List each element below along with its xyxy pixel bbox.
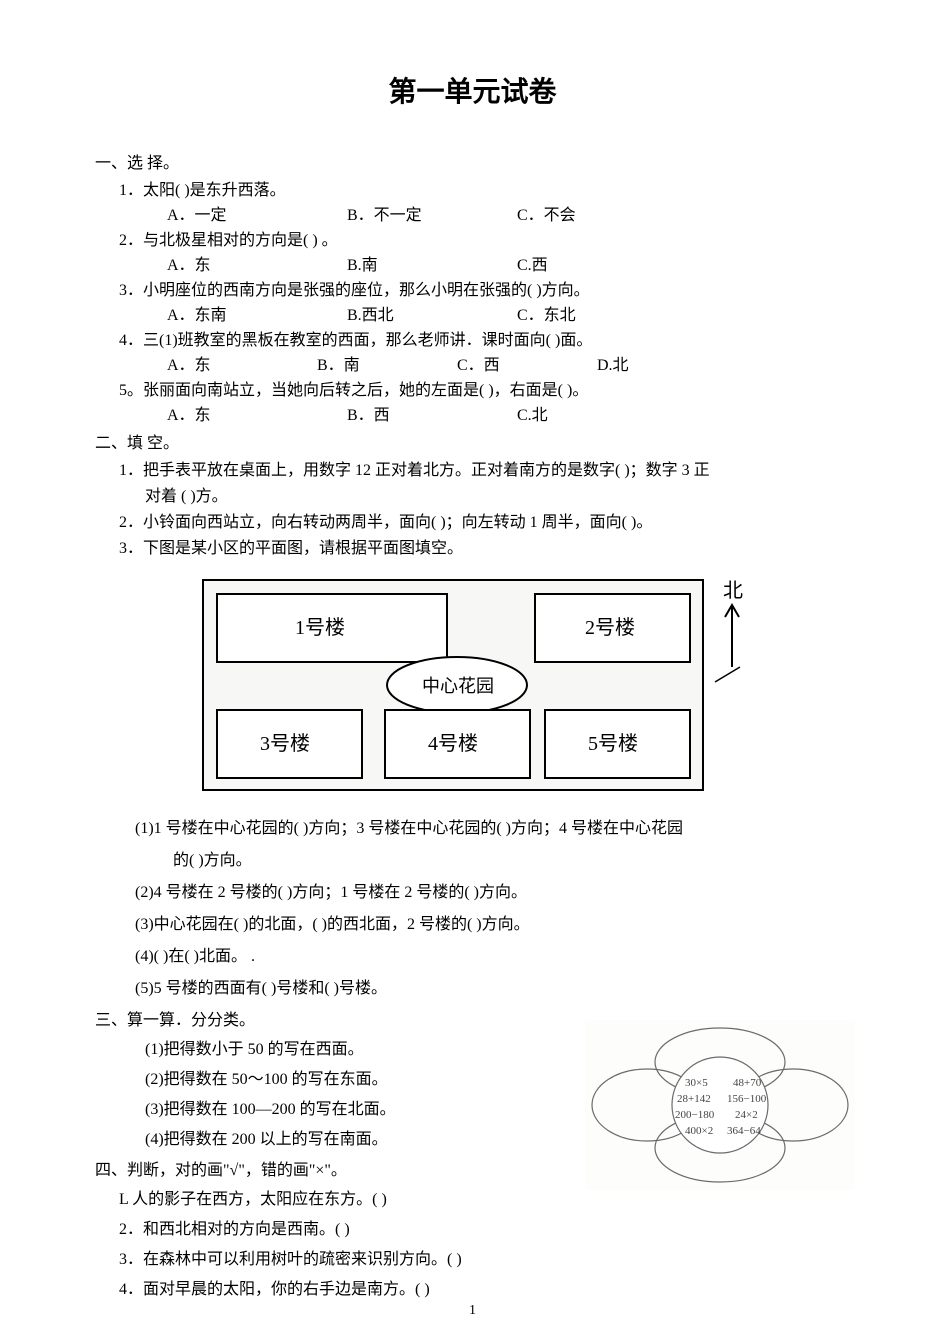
s2-q2: 2．小铃面向西站立，向右转动两周半，面向( )；向左转动 1 周半，面向( )。 bbox=[95, 510, 850, 536]
svg-text:24×2: 24×2 bbox=[735, 1109, 758, 1121]
q2-opt-b: B.南 bbox=[347, 253, 517, 278]
q5-opt-b: B．西 bbox=[347, 403, 517, 428]
svg-text:北: 北 bbox=[723, 579, 743, 602]
svg-text:5号楼: 5号楼 bbox=[588, 732, 638, 755]
s2-sub2: (2)4 号楼在 2 号楼的( )方向；1 号楼在 2 号楼的( )方向。 bbox=[95, 877, 850, 909]
q4-opt-a: A．东 bbox=[167, 353, 317, 378]
s4-q4: 4．面对早晨的太阳，你的右手边是南方。( ) bbox=[95, 1275, 850, 1305]
q3-opt-b: B.西北 bbox=[347, 303, 517, 328]
svg-text:200−180: 200−180 bbox=[675, 1109, 715, 1121]
s2-sub4: (4)( )在( )北面。 . bbox=[95, 941, 850, 973]
q1-opt-c: C．不会 bbox=[517, 203, 667, 228]
floor-plan-diagram: 1号楼 2号楼 中心花园 3号楼 4号楼 5号楼 北 bbox=[195, 572, 750, 797]
svg-text:4号楼: 4号楼 bbox=[428, 732, 478, 755]
q2-opt-c: C.西 bbox=[517, 253, 667, 278]
q1-text: 1．太阳( )是东升西落。 bbox=[95, 178, 850, 203]
q1-opt-b: B．不一定 bbox=[347, 203, 517, 228]
q2-options: A．东 B.南 C.西 bbox=[95, 253, 850, 278]
svg-text:30×5: 30×5 bbox=[685, 1077, 708, 1089]
q1-options: A．一定 B．不一定 C．不会 bbox=[95, 203, 850, 228]
s2-q3: 3．下图是某小区的平面图，请根据平面图填空。 bbox=[95, 536, 850, 562]
s4-q3: 3．在森林中可以利用树叶的疏密来识别方向。( ) bbox=[95, 1245, 850, 1275]
s2-sub1b: 的( )方向。 bbox=[95, 845, 850, 877]
flower-diagram: 30×5 48+70 28+142 156−100 200−180 24×2 4… bbox=[585, 1020, 855, 1190]
q4-options: A．东 B．南 C．西 D.北 bbox=[95, 353, 850, 378]
q3-opt-a: A．东南 bbox=[167, 303, 347, 328]
q3-text: 3．小明座位的西南方向是张强的座位，那么小明在张强的( )方向。 bbox=[95, 278, 850, 303]
page-title: 第一单元试卷 bbox=[95, 70, 850, 110]
svg-text:1号楼: 1号楼 bbox=[295, 616, 345, 639]
svg-text:2号楼: 2号楼 bbox=[585, 616, 635, 639]
q3-opt-c: C．东北 bbox=[517, 303, 667, 328]
q4-text: 4．三(1)班教室的黑板在教室的西面，那么老师讲．课时面向( )面。 bbox=[95, 328, 850, 353]
s2-sub1: (1)1 号楼在中心花园的( )方向；3 号楼在中心花园的( )方向；4 号楼在… bbox=[95, 813, 850, 845]
q5-opt-c: C.北 bbox=[517, 403, 667, 428]
q4-opt-d: D.北 bbox=[597, 353, 697, 378]
svg-text:156−100: 156−100 bbox=[727, 1093, 767, 1105]
svg-text:48+70: 48+70 bbox=[733, 1077, 762, 1089]
s2-q1b: 对着 ( )方。 bbox=[95, 484, 850, 510]
q4-opt-b: B．南 bbox=[317, 353, 457, 378]
svg-text:400×2: 400×2 bbox=[685, 1125, 713, 1137]
s2-sub5: (5)5 号楼的西面有( )号楼和( )号楼。 bbox=[95, 973, 850, 1005]
s2-sub3: (3)中心花园在( )的北面，( )的西北面，2 号楼的( )方向。 bbox=[95, 909, 850, 941]
svg-text:3号楼: 3号楼 bbox=[260, 732, 310, 755]
q4-opt-c: C．西 bbox=[457, 353, 597, 378]
q5-opt-a: A．东 bbox=[167, 403, 347, 428]
svg-text:364−64: 364−64 bbox=[727, 1125, 761, 1137]
q1-opt-a: A．一定 bbox=[167, 203, 347, 228]
svg-text:中心花园: 中心花园 bbox=[422, 676, 494, 696]
svg-text:28+142: 28+142 bbox=[677, 1093, 711, 1105]
q2-text: 2．与北极星相对的方向是( ) 。 bbox=[95, 228, 850, 253]
q5-text: 5。张丽面向南站立，当她向后转之后，她的左面是( )，右面是( )。 bbox=[95, 378, 850, 403]
q5-options: A．东 B．西 C.北 bbox=[95, 403, 850, 428]
section2-header: 二、填 空。 bbox=[95, 430, 850, 458]
page-number: 1 bbox=[469, 1303, 476, 1319]
section1-header: 一、选 择。 bbox=[95, 150, 850, 178]
s4-q2: 2．和西北相对的方向是西南。( ) bbox=[95, 1215, 850, 1245]
s2-q1: 1．把手表平放在桌面上，用数字 12 正对着北方。正对着南方的是数字( )；数字… bbox=[95, 458, 850, 484]
q2-opt-a: A．东 bbox=[167, 253, 347, 278]
q3-options: A．东南 B.西北 C．东北 bbox=[95, 303, 850, 328]
